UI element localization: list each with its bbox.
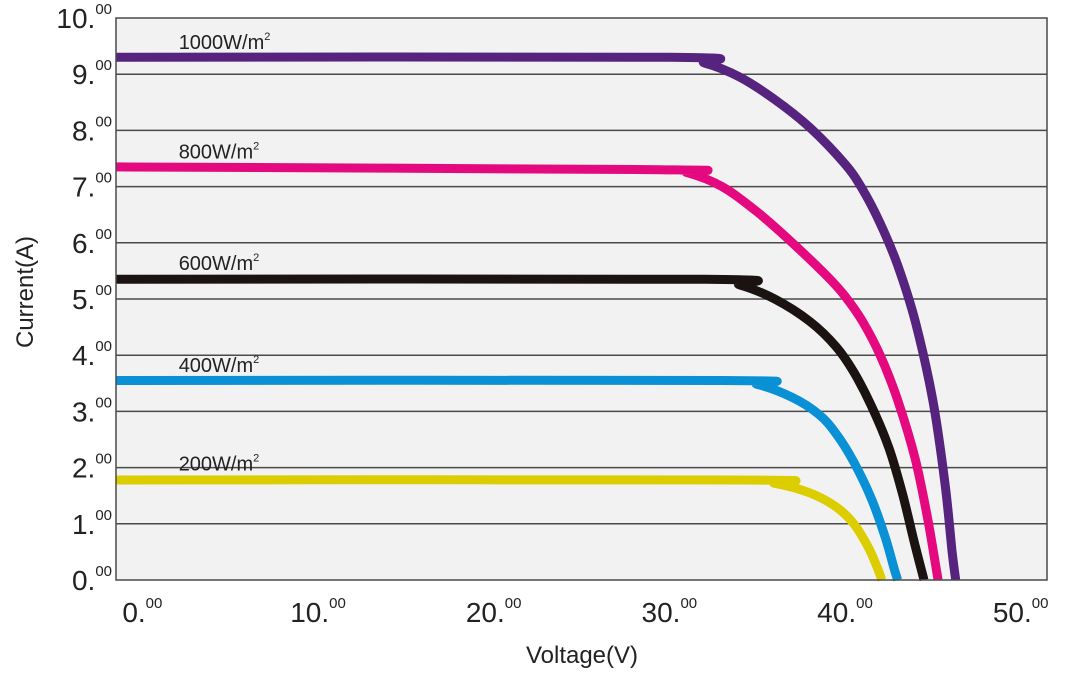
y-tick-label: 0.00	[72, 563, 112, 596]
series-label-3: 400W/m2	[179, 354, 260, 377]
series-line-1	[115, 162, 943, 581]
series-lines	[115, 52, 961, 582]
x-axis-label: Voltage(V)	[526, 642, 638, 669]
y-tick-labels: 0.00 1.00 2.00 3.00 4.00 5.00 6.00 7.00 8.00 9.00…	[56, 1, 112, 596]
x-tick-label: 50.00	[993, 595, 1049, 628]
x-tick-label: 30.00	[642, 595, 698, 628]
series-line-0	[115, 52, 961, 581]
series-line-2	[115, 274, 929, 582]
y-tick-label: 8.00	[72, 113, 112, 146]
y-tick-label: 9.00	[72, 57, 112, 90]
x-tick-labels: 0.00 10.00 20.00 30.00 40.00 50.00	[122, 595, 1048, 628]
x-tick-label: 40.00	[817, 595, 873, 628]
series-label-4: 200W/m2	[179, 452, 260, 475]
y-tick-label: 1.00	[72, 507, 112, 540]
series-label-2: 600W/m2	[179, 252, 260, 275]
grid-lines	[116, 73, 1047, 525]
y-tick-label: 7.00	[72, 170, 112, 203]
y-tick-label: 5.00	[72, 282, 112, 315]
series-label-1: 800W/m2	[179, 141, 260, 164]
y-tick-label: 6.00	[72, 226, 112, 259]
series-line-3	[115, 375, 902, 582]
series-labels: 1000W/m2 800W/m2 600W/m2 400W/m2 200W/m2	[179, 31, 271, 476]
plot-frame	[115, 17, 1048, 581]
series-label-0: 1000W/m2	[179, 31, 271, 54]
y-tick-label: 10.00	[56, 1, 112, 34]
y-tick-label: 4.00	[72, 338, 112, 371]
y-axis-label: Current(A)	[12, 236, 39, 348]
y-tick-label: 2.00	[72, 451, 112, 484]
y-tick-label: 3.00	[72, 394, 112, 427]
x-tick-label: 0.00	[122, 595, 162, 628]
x-tick-label: 20.00	[466, 595, 522, 628]
x-tick-label: 10.00	[290, 595, 346, 628]
series-line-4	[115, 475, 887, 582]
